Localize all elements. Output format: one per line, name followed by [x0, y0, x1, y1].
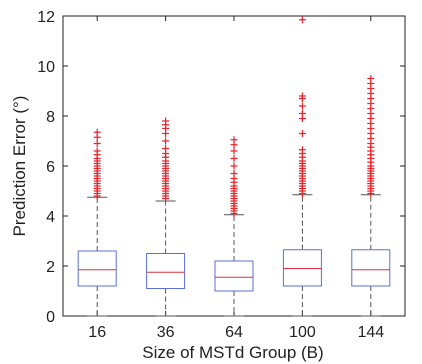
outlier-point	[298, 130, 306, 137]
y-tick-label: 6	[46, 159, 55, 176]
outliers-64	[230, 136, 238, 217]
y-tick-label: 4	[46, 209, 55, 226]
x-tick-label: 16	[88, 324, 106, 341]
x-tick-label: 64	[225, 324, 243, 341]
outlier-point	[162, 137, 170, 145]
iqr-box	[351, 249, 391, 287]
outlier-point	[93, 140, 101, 147]
outlier-point	[298, 102, 306, 110]
boxes-layer	[77, 194, 391, 317]
box-16	[77, 196, 117, 317]
outlier-point	[298, 110, 306, 117]
iqr-box	[77, 250, 117, 287]
x-tick-label: 144	[357, 324, 384, 341]
outliers-144	[367, 75, 375, 197]
outlier-point	[93, 147, 101, 155]
box-100	[282, 194, 322, 317]
outlier-point	[93, 128, 101, 136]
box-64	[214, 214, 254, 317]
y-tick-label: 2	[46, 259, 55, 276]
box-144	[351, 194, 391, 317]
box-36	[146, 200, 186, 317]
outliers-36	[162, 117, 170, 202]
outliers-100	[298, 16, 306, 197]
y-axis-label: Prediction Error (°)	[10, 96, 29, 237]
outliers-16	[93, 128, 101, 200]
outlier-point	[230, 155, 238, 162]
x-axis-ticks: 16 36 64 100 144	[88, 16, 384, 341]
y-tick-label: 12	[37, 9, 55, 26]
outlier-point	[298, 146, 306, 154]
x-tick-label: 36	[157, 324, 175, 341]
x-axis-label: Size of MSTd Group (B)	[142, 343, 323, 362]
outlier-point	[230, 136, 238, 144]
iqr-box	[146, 253, 186, 289]
outliers-layer	[93, 16, 375, 217]
outlier-point	[298, 16, 306, 24]
iqr-box	[214, 260, 254, 292]
iqr-box	[282, 249, 322, 287]
outlier-point	[367, 75, 375, 82]
outlier-point	[298, 92, 306, 100]
outlier-point	[230, 170, 238, 177]
outlier-point	[230, 147, 238, 155]
x-tick-label: 100	[289, 324, 316, 341]
outlier-point	[162, 117, 170, 125]
y-tick-label: 10	[37, 59, 55, 76]
y-axis-ticks: 0 2 4 6 8 10 12	[37, 9, 405, 326]
y-tick-label: 8	[46, 109, 55, 126]
outlier-point	[162, 145, 170, 152]
outlier-point	[230, 162, 238, 170]
y-tick-label: 0	[46, 309, 55, 326]
